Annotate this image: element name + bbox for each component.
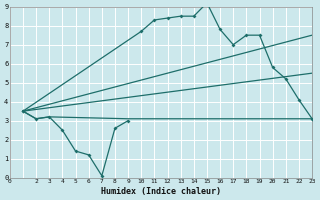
X-axis label: Humidex (Indice chaleur): Humidex (Indice chaleur) [101, 187, 221, 196]
